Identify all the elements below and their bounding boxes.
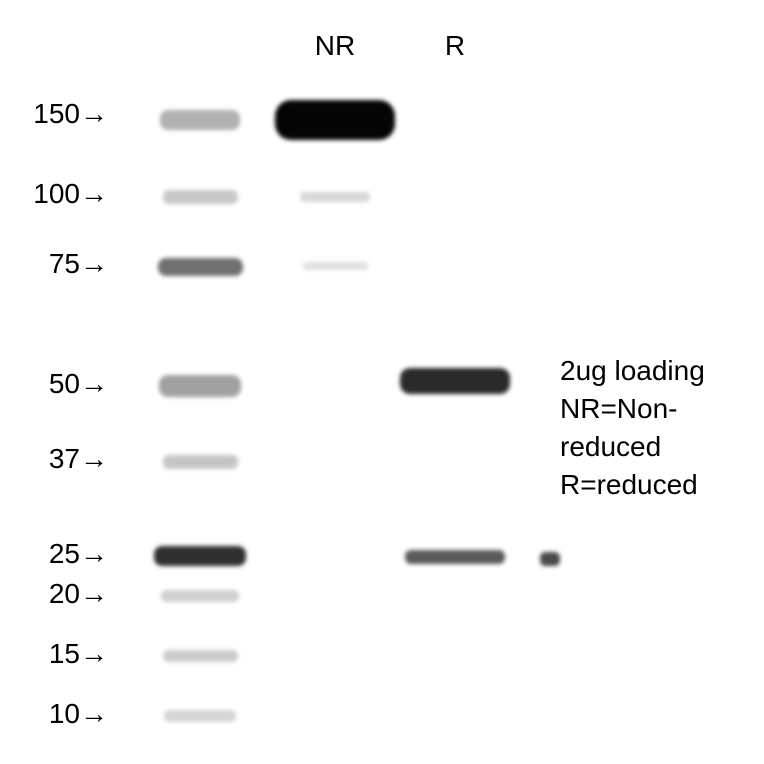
mw-label-20: 20→ [49, 578, 108, 610]
mw-label-25: 25→ [49, 538, 108, 570]
mw-label-150: 150→ [33, 98, 108, 130]
mw-label-10: 10→ [49, 698, 108, 730]
band-edge-0 [540, 552, 560, 566]
band-nr-0 [275, 100, 395, 140]
legend-line-0: 2ug loading [560, 355, 705, 387]
band-nr-2 [303, 262, 368, 270]
lane-label-r: R [415, 30, 495, 62]
mw-label-37: 37→ [49, 443, 108, 475]
legend-line-2: reduced [560, 431, 661, 463]
band-ladder-7 [163, 650, 238, 662]
mw-label-100: 100→ [33, 178, 108, 210]
mw-label-75: 75→ [49, 248, 108, 280]
band-ladder-3 [159, 375, 241, 397]
band-ladder-5 [154, 546, 246, 566]
band-r-0 [400, 368, 510, 394]
band-r-1 [405, 550, 505, 564]
legend-line-1: NR=Non- [560, 393, 677, 425]
band-ladder-0 [160, 110, 240, 130]
band-nr-1 [300, 192, 370, 202]
mw-label-15: 15→ [49, 638, 108, 670]
mw-label-50: 50→ [49, 368, 108, 400]
band-ladder-4 [163, 455, 238, 469]
lane-label-nr: NR [295, 30, 375, 62]
band-ladder-1 [163, 190, 238, 204]
band-ladder-6 [161, 590, 239, 602]
band-ladder-2 [158, 258, 243, 276]
band-ladder-8 [164, 710, 236, 722]
legend-line-3: R=reduced [560, 469, 698, 501]
